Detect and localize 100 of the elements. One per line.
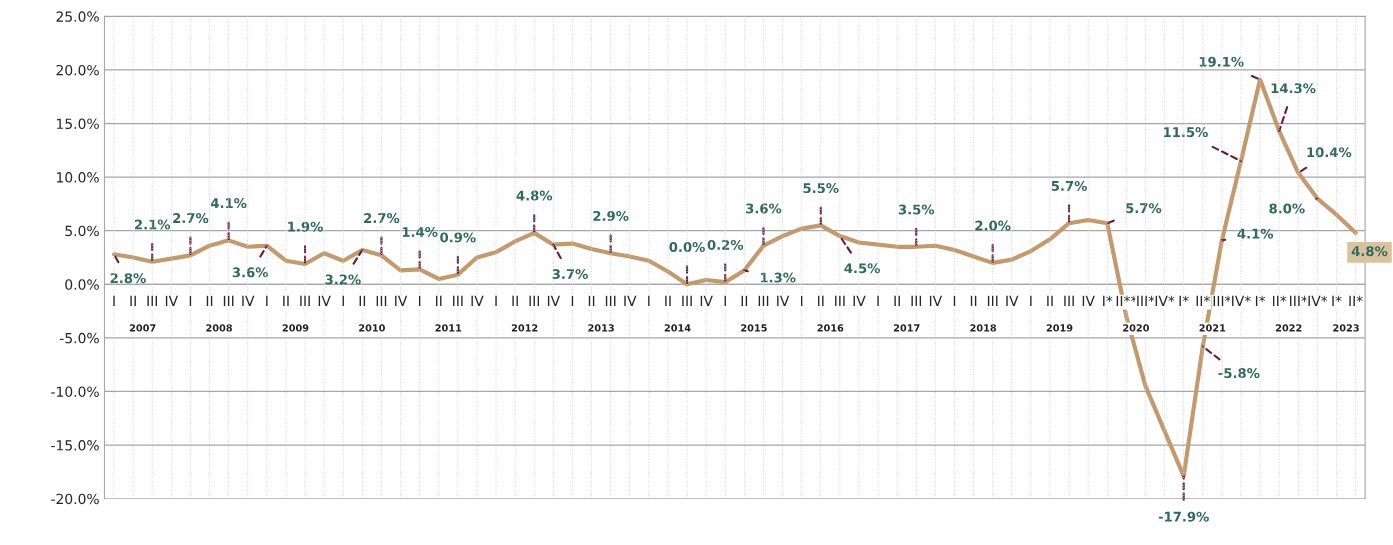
x-tick-label: IV <box>395 295 408 306</box>
x-tick-label: III <box>376 295 387 306</box>
x-tick-label: IV <box>1006 295 1019 306</box>
x-tick-label: II <box>283 295 289 306</box>
data-label: 3.2% <box>325 274 361 285</box>
x-tick-label: II <box>206 295 213 306</box>
x-tick-label: I <box>800 295 803 306</box>
x-tick-label: II <box>359 295 366 306</box>
data-label: 2.9% <box>593 210 629 221</box>
x-tick-label: I <box>953 295 956 306</box>
x-tick-label: I <box>189 295 192 306</box>
y-tick-label: 10.0% <box>57 172 99 183</box>
data-label: 2.8% <box>110 273 146 284</box>
x-tick-label: III <box>223 295 234 306</box>
data-label: 3.6% <box>232 267 269 278</box>
x-tick-label: III* <box>1213 295 1232 306</box>
x-tick-label: II* <box>1349 295 1363 306</box>
x-tick-label: I* <box>1103 295 1113 306</box>
y-tick-label: 0.0% <box>65 279 99 290</box>
x-tick-label: II <box>588 295 595 306</box>
x-tick-label: II* <box>1196 295 1210 306</box>
y-tick-label: 15.0% <box>57 118 99 130</box>
y-tick-label: -20.0% <box>51 493 99 505</box>
x-tick-label: III* <box>1290 295 1308 306</box>
data-label: 1.4% <box>402 227 438 238</box>
data-label: 11.5% <box>1164 127 1208 138</box>
annotation: 2016 <box>817 324 844 332</box>
x-tick-label: IV <box>242 295 255 306</box>
data-label: 5.7% <box>1126 203 1162 214</box>
data-label: 0.2% <box>707 239 744 250</box>
annotation: 2011 <box>435 324 462 332</box>
x-tick-label: III <box>147 295 158 306</box>
annotation: 2023 <box>1333 324 1359 332</box>
y-tick-label: 25.0% <box>56 11 99 22</box>
x-tick-label: III <box>682 295 692 306</box>
data-label: 4.1% <box>1237 228 1274 239</box>
x-tick-label: I <box>342 295 344 306</box>
data-label: 4.1% <box>210 198 247 209</box>
data-label: 2.7% <box>364 213 400 224</box>
x-tick-label: IV <box>777 295 790 306</box>
data-label: 3.7% <box>552 269 588 280</box>
x-tick-label: III <box>605 295 616 306</box>
data-label: 14.3% <box>1271 83 1316 94</box>
x-tick-label: II <box>894 295 900 306</box>
data-label: 5.5% <box>803 183 839 194</box>
x-tick-label: I <box>648 295 650 306</box>
x-tick-label: IV* <box>1155 295 1175 306</box>
x-tick-label: III <box>758 295 769 306</box>
x-tick-label: III <box>835 295 845 306</box>
data-label: 10.4% <box>1307 147 1352 158</box>
x-tick-label: IV <box>165 295 179 306</box>
x-tick-label: II <box>1047 295 1053 306</box>
data-label: 1.3% <box>760 272 796 283</box>
y-tick-label: 5.0% <box>65 225 99 237</box>
x-tick-label: I <box>1030 295 1032 306</box>
data-label: 5.7% <box>1051 180 1087 191</box>
annotation: 2018 <box>970 324 997 332</box>
x-tick-label: II <box>665 295 671 306</box>
annotation: 2015 <box>741 324 767 332</box>
data-label: 19.1% <box>1199 56 1244 67</box>
x-tick-label: III <box>529 295 540 306</box>
data-label: -17.9% <box>1158 511 1209 522</box>
x-tick-label: II* <box>1272 295 1287 306</box>
x-tick-label: II <box>970 295 977 306</box>
x-tick-label: III <box>1064 295 1074 306</box>
x-tick-label: I* <box>1332 295 1342 306</box>
data-label: 2.1% <box>134 219 171 230</box>
x-tick-label: II <box>818 295 824 306</box>
data-label: 1.9% <box>288 221 323 232</box>
x-tick-label: I* <box>1179 295 1189 306</box>
x-tick-label: III* <box>1137 295 1155 306</box>
x-tick-label: IV <box>1082 295 1095 306</box>
x-tick-label: IV <box>929 295 943 306</box>
x-tick-label: I <box>266 295 268 306</box>
x-tick-label: III <box>300 295 310 306</box>
x-tick-label: II <box>512 295 518 306</box>
data-label: 0.0% <box>669 242 705 253</box>
annotation: 2008 <box>206 324 233 332</box>
x-tick-label: IV <box>318 295 331 306</box>
data-label: 4.8% <box>516 190 553 201</box>
data-label: 2.7% <box>173 213 209 224</box>
annotation: 2007 <box>129 324 156 332</box>
x-tick-label: IV <box>471 295 484 306</box>
x-tick-label: III <box>987 295 998 306</box>
x-tick-label: IV* <box>1308 295 1328 306</box>
annotation: 2019 <box>1046 324 1073 332</box>
data-label: 0.9% <box>440 232 476 243</box>
x-tick-label: II <box>436 295 442 306</box>
x-tick-label: I <box>418 295 421 306</box>
y-tick-label: -5.0% <box>60 332 99 344</box>
x-tick-label: II** <box>1116 295 1137 306</box>
x-tick-label: II <box>741 295 748 306</box>
x-tick-label: IV <box>547 295 561 306</box>
data-label: 2.0% <box>975 220 1011 231</box>
x-tick-label: III <box>911 295 922 306</box>
data-label: 4.8% <box>1351 246 1388 257</box>
x-tick-label: I <box>877 295 879 306</box>
annotation: 2014 <box>664 324 691 332</box>
data-label: 4.5% <box>844 263 880 274</box>
x-tick-label: II <box>130 295 136 306</box>
